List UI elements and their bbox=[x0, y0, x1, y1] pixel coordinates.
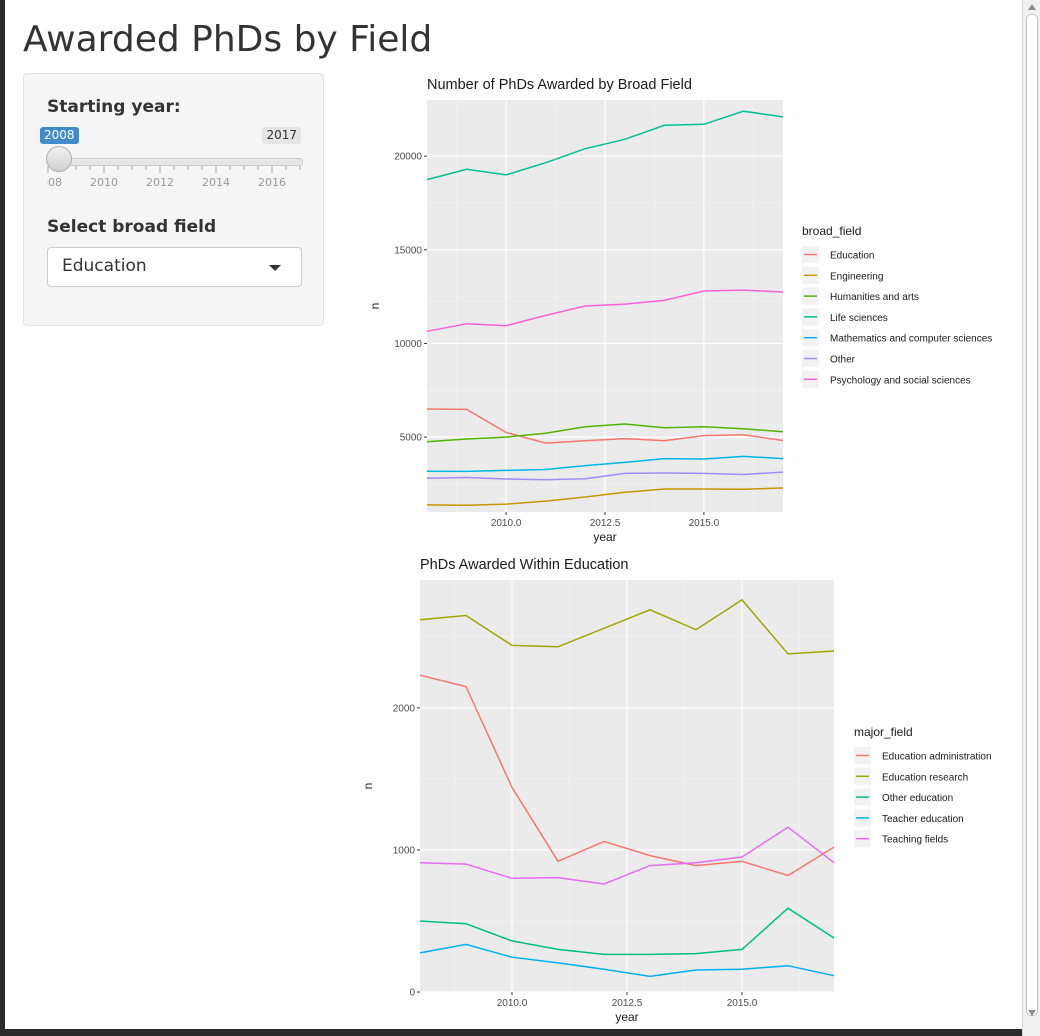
y-tick-label: 10000 bbox=[394, 339, 422, 350]
scroll-down-icon[interactable] bbox=[1028, 1010, 1036, 1016]
scroll-up-icon[interactable] bbox=[1028, 4, 1036, 10]
legend-label: Life sciences bbox=[830, 313, 888, 324]
app-window: Awarded PhDs by Field Starting year: 200… bbox=[5, 0, 1022, 1029]
series-line bbox=[426, 471, 784, 481]
broad-field-label: Select broad field bbox=[47, 217, 217, 237]
year-slider-track[interactable] bbox=[47, 158, 303, 166]
series-line bbox=[426, 408, 784, 444]
slider-ticks: 2008 2010 2012 2014 2016 bbox=[47, 166, 301, 189]
legend-label: Engineering bbox=[830, 271, 883, 282]
slider-tick-label: 2016 bbox=[258, 176, 286, 189]
year-slider-handle[interactable] bbox=[46, 146, 72, 172]
x-tick-label: 2010.0 bbox=[497, 998, 528, 1009]
education-field-chart: PhDs Awarded Within Education 2010.0 2012.… bbox=[364, 557, 992, 1024]
chart-title: Number of PhDs Awarded by Broad Field bbox=[427, 77, 692, 93]
broad-field-select-value: Education bbox=[62, 256, 147, 276]
slider-tick-label: 2012 bbox=[146, 176, 174, 189]
legend-label: Mathematics and computer sciences bbox=[830, 334, 992, 345]
y-axis-title: n bbox=[368, 303, 382, 310]
series-line bbox=[426, 423, 784, 443]
broad-field-select[interactable]: Education bbox=[47, 247, 302, 287]
legend-label: Humanities and arts bbox=[830, 292, 919, 303]
series-line bbox=[419, 943, 835, 978]
legend-title: broad_field bbox=[802, 224, 861, 238]
legend-label: Psychology and social sciences bbox=[830, 375, 971, 386]
y-tick-label: 15000 bbox=[394, 245, 422, 256]
sidebar-panel: Starting year: 2008 2017 2008 2010 2012 201… bbox=[23, 73, 324, 326]
y-axis-title: n bbox=[364, 783, 375, 790]
slider-tick-label: 2008 bbox=[47, 176, 62, 189]
y-tick-label: 5000 bbox=[400, 433, 423, 444]
slider-min-badge: 2008 bbox=[40, 127, 79, 144]
legend-label: Education administration bbox=[882, 752, 992, 763]
slider-tick-label: 2010 bbox=[90, 176, 118, 189]
x-tick-label: 2015.0 bbox=[689, 518, 720, 529]
x-tick-label: 2015.0 bbox=[727, 998, 758, 1009]
x-axis-title: year bbox=[593, 530, 616, 544]
series-line bbox=[426, 289, 784, 333]
slider-max-badge: 2017 bbox=[262, 127, 301, 144]
legend-label: Other education bbox=[882, 793, 953, 804]
legend-label: Education bbox=[830, 251, 874, 262]
x-tick-label: 2012.5 bbox=[590, 518, 621, 529]
series-line bbox=[426, 455, 784, 473]
chevron-down-icon bbox=[269, 265, 281, 271]
series-line bbox=[419, 907, 835, 956]
series-line bbox=[426, 487, 784, 507]
legend-label: Education research bbox=[882, 772, 968, 783]
scrollbar-thumb[interactable] bbox=[1026, 14, 1038, 1016]
legend-label: Teaching fields bbox=[882, 835, 948, 846]
series-line bbox=[419, 674, 835, 877]
y-tick-label: 20000 bbox=[394, 152, 422, 163]
broad-field-chart: Number of PhDs Awarded by Broad Field 201… bbox=[368, 77, 992, 544]
chart-title: PhDs Awarded Within Education bbox=[420, 557, 629, 573]
series-line bbox=[426, 110, 784, 181]
y-tick-label: 1000 bbox=[393, 845, 416, 856]
x-tick-label: 2012.5 bbox=[612, 998, 643, 1009]
legend-label: Other bbox=[830, 355, 856, 366]
x-tick-label: 2010.0 bbox=[491, 518, 522, 529]
starting-year-label: Starting year: bbox=[47, 97, 181, 117]
y-tick-label: 0 bbox=[409, 988, 415, 999]
slider-tick-label: 2014 bbox=[202, 176, 230, 189]
legend-label: Teacher education bbox=[882, 814, 964, 825]
page-title: Awarded PhDs by Field bbox=[23, 19, 433, 60]
legend-title: major_field bbox=[854, 725, 913, 739]
series-line bbox=[419, 598, 835, 655]
series-line bbox=[419, 826, 835, 885]
x-axis-title: year bbox=[615, 1010, 638, 1024]
vertical-scrollbar[interactable] bbox=[1022, 0, 1040, 1036]
y-tick-label: 2000 bbox=[393, 703, 416, 714]
